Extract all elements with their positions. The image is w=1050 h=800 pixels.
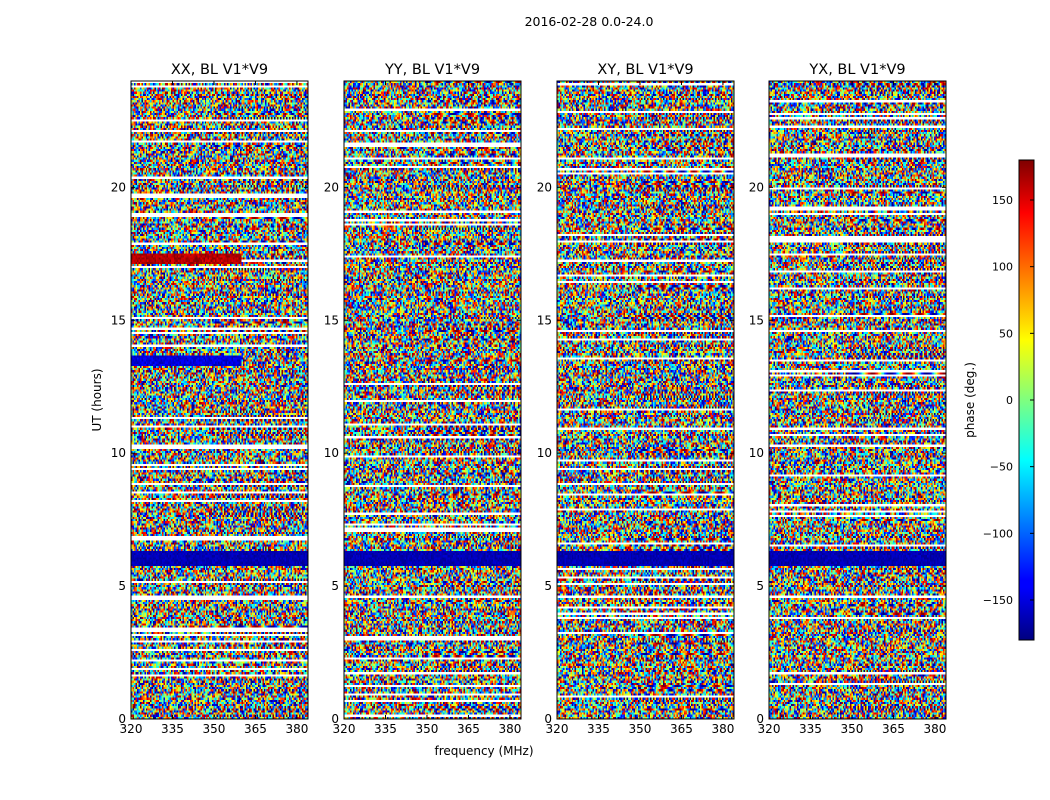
y-tick-label: 0 xyxy=(756,712,764,726)
x-tick-label: 320 xyxy=(758,722,781,736)
panel-frame xyxy=(556,80,735,720)
y-tick-label: 10 xyxy=(324,446,339,460)
x-tick-label: 335 xyxy=(587,722,610,736)
x-tick-label: 320 xyxy=(333,722,356,736)
panel-0: XX, BL V1*V9 320 335 350 365 380 0 5 10 15 20 xyxy=(111,62,309,736)
y-axis-label: UT (hours) xyxy=(90,368,104,431)
y-tick-label: 20 xyxy=(537,180,552,194)
y-tick-label: 0 xyxy=(118,712,126,726)
y-tick-label: 5 xyxy=(756,579,764,593)
x-tick-label: 320 xyxy=(546,722,569,736)
colorbar-tick-label: 0 xyxy=(1006,394,1013,407)
x-tick-label: 380 xyxy=(498,722,521,736)
x-tick-label: 350 xyxy=(416,722,439,736)
colorbar-tick-label: −150 xyxy=(983,594,1013,607)
y-tick-label: 5 xyxy=(544,579,552,593)
panel-frame xyxy=(130,80,309,720)
y-tick-label: 20 xyxy=(324,180,339,194)
colorbar-tick-label: 100 xyxy=(992,261,1013,274)
x-tick-label: 380 xyxy=(285,722,308,736)
x-tick-label: 350 xyxy=(203,722,226,736)
y-tick-label: 10 xyxy=(537,446,552,460)
panel-heatmap xyxy=(769,81,946,719)
x-tick-label: 350 xyxy=(629,722,652,736)
x-tick-label: 335 xyxy=(161,722,184,736)
panel-1: YY, BL V1*V9 320 335 350 365 380 0 5 10 15 20 xyxy=(324,62,522,736)
colorbar-ticks: 150 100 50 0 −50 −100 −150 xyxy=(983,194,1034,607)
panel-title: XX, BL V1*V9 xyxy=(171,62,268,78)
y-tick-label: 10 xyxy=(749,446,764,460)
colorbar-tick-label: 150 xyxy=(992,194,1013,207)
colorbar-tick-label: 50 xyxy=(999,327,1013,340)
y-tick-label: 0 xyxy=(544,712,552,726)
y-tick-label: 15 xyxy=(111,313,126,327)
x-tick-label: 335 xyxy=(799,722,822,736)
y-tick-label: 15 xyxy=(324,313,339,327)
x-tick-label: 335 xyxy=(374,722,397,736)
y-tick-label: 5 xyxy=(331,579,339,593)
x-tick-label: 350 xyxy=(841,722,864,736)
x-tick-label: 320 xyxy=(120,722,143,736)
y-tick-label: 15 xyxy=(749,313,764,327)
y-tick-label: 10 xyxy=(111,446,126,460)
x-tick-label: 365 xyxy=(457,722,480,736)
figure-suptitle: 2016-02-28 0.0-24.0 xyxy=(525,14,654,29)
panel-title: XY, BL V1*V9 xyxy=(597,62,693,78)
x-axis-label: frequency (MHz) xyxy=(434,744,533,758)
panel-heatmap xyxy=(131,81,308,719)
panel-frame xyxy=(343,80,522,720)
x-tick-label: 365 xyxy=(670,722,693,736)
panel-3: YX, BL V1*V9 320 335 350 365 380 0 5 10 15 20 xyxy=(749,62,947,736)
x-tick-label: 380 xyxy=(923,722,946,736)
x-tick-label: 365 xyxy=(882,722,905,736)
panel-frame xyxy=(768,80,947,720)
y-tick-label: 5 xyxy=(118,579,126,593)
panel-2: XY, BL V1*V9 320 335 350 365 380 0 5 10 15 20 xyxy=(537,62,735,736)
panel-heatmap xyxy=(344,81,521,719)
x-tick-label: 380 xyxy=(711,722,734,736)
x-tick-label: 365 xyxy=(244,722,267,736)
y-tick-label: 15 xyxy=(537,313,552,327)
panel-title: YY, BL V1*V9 xyxy=(384,62,480,78)
panel-heatmap xyxy=(557,81,734,719)
colorbar-tick-label: −50 xyxy=(990,461,1013,474)
y-tick-label: 20 xyxy=(111,180,126,194)
colorbar-tick-label: −100 xyxy=(983,527,1013,540)
colorbar: 150 100 50 0 −50 −100 −150 phase (deg.) xyxy=(963,159,1035,641)
panel-title: YX, BL V1*V9 xyxy=(808,62,905,78)
y-tick-label: 0 xyxy=(331,712,339,726)
y-tick-label: 20 xyxy=(749,180,764,194)
colorbar-label: phase (deg.) xyxy=(963,362,977,438)
